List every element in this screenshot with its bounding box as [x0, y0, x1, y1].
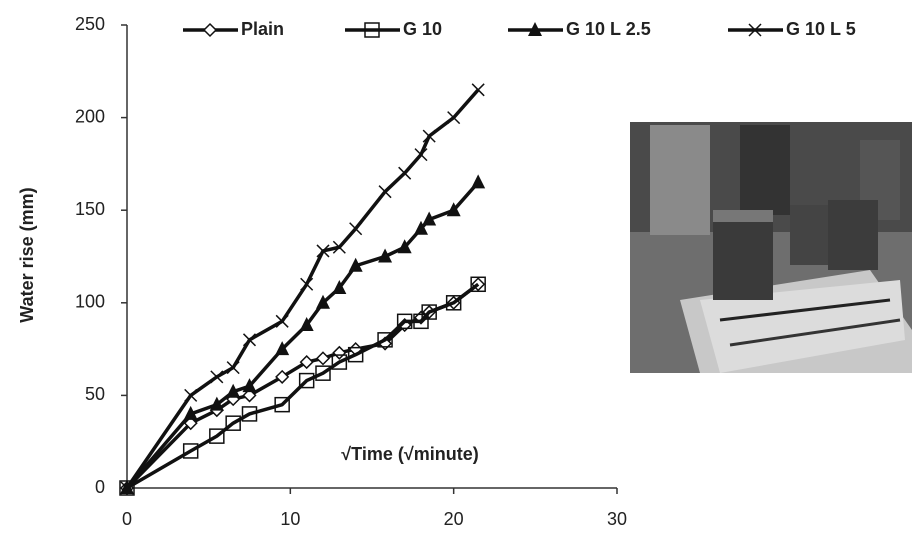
marker [242, 333, 257, 347]
y-tick-label: 0 [95, 477, 105, 497]
marker [471, 174, 486, 189]
marker [202, 22, 218, 38]
marker [316, 244, 330, 258]
marker [209, 428, 225, 444]
marker [316, 294, 330, 309]
marker [447, 111, 461, 125]
y-tick-label: 200 [75, 106, 105, 126]
marker [226, 361, 240, 375]
y-tick-label: 100 [75, 292, 105, 312]
legend-label: G 10 L 5 [786, 19, 856, 39]
marker [275, 369, 290, 384]
marker [226, 383, 241, 398]
marker [364, 22, 380, 38]
marker [396, 313, 413, 330]
legend-label: Plain [241, 19, 284, 39]
marker [377, 332, 393, 348]
marker [422, 129, 436, 143]
marker [378, 248, 393, 263]
legend-label: G 10 L 2.5 [566, 19, 651, 39]
marker [299, 317, 314, 332]
x-tick-label: 0 [122, 509, 132, 529]
marker [275, 314, 289, 328]
legend-item: G 10 [345, 19, 442, 39]
series-line [126, 282, 480, 490]
marker [349, 222, 363, 236]
marker [414, 148, 428, 162]
marker [210, 370, 224, 384]
marker [414, 220, 428, 235]
marker [315, 365, 331, 381]
marker [471, 83, 485, 97]
series-line [125, 88, 480, 489]
marker [348, 257, 363, 272]
marker [378, 185, 392, 199]
marker [446, 202, 461, 217]
marker [332, 345, 347, 360]
marker [274, 396, 290, 413]
marker [241, 406, 258, 422]
y-tick-label: 150 [75, 199, 105, 219]
marker [332, 240, 346, 254]
marker [300, 277, 314, 291]
legend-item: Plain [183, 19, 284, 39]
legend-label: G 10 [403, 19, 442, 39]
marker [298, 372, 315, 389]
x-axis-title: √Time (√minute) [341, 444, 478, 464]
marker [332, 279, 347, 294]
marker [470, 276, 486, 293]
marker [422, 211, 437, 226]
y-axis-title: Water rise (mm) [17, 187, 37, 322]
marker [209, 396, 224, 411]
marker [397, 239, 412, 254]
marker [299, 355, 314, 370]
marker [421, 304, 437, 320]
legend-item: G 10 L 2.5 [508, 19, 651, 39]
marker [445, 295, 462, 311]
marker [347, 346, 364, 363]
photo [630, 122, 912, 373]
marker [225, 415, 241, 431]
marker [120, 481, 134, 495]
marker [398, 166, 412, 180]
marker [413, 313, 429, 330]
marker [528, 22, 542, 36]
marker [182, 443, 199, 459]
series-line [125, 181, 480, 490]
legend-item: G 10 L 5 [728, 19, 856, 39]
marker [315, 351, 331, 366]
marker [242, 378, 257, 393]
marker [331, 354, 348, 370]
x-tick-label: 20 [444, 509, 464, 529]
y-tick-label: 250 [75, 14, 105, 34]
marker [748, 23, 762, 37]
marker [242, 388, 257, 403]
x-tick-label: 30 [607, 509, 627, 529]
y-tick-label: 50 [85, 384, 105, 404]
marker [275, 341, 290, 356]
marker [184, 388, 198, 402]
marker [183, 405, 198, 420]
x-tick-label: 10 [280, 509, 300, 529]
